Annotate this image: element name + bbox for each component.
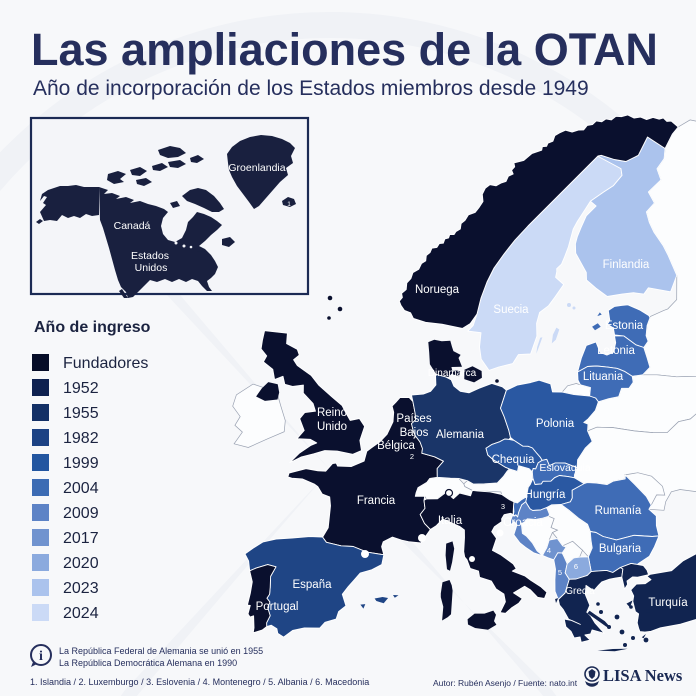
svg-text:Groenlandia: Groenlandia	[228, 162, 285, 174]
svg-text:3: 3	[501, 502, 505, 511]
svg-text:Eslovaquia: Eslovaquia	[539, 462, 591, 474]
svg-text:España: España	[292, 579, 332, 591]
svg-text:Grecia: Grecia	[565, 586, 595, 597]
svg-text:Bulgaria: Bulgaria	[599, 543, 642, 555]
svg-text:Croacia: Croacia	[503, 517, 543, 529]
svg-text:Reino: Reino	[317, 407, 347, 419]
svg-text:2: 2	[410, 452, 414, 461]
svg-text:Unidos: Unidos	[135, 262, 168, 274]
svg-text:4: 4	[547, 546, 551, 555]
svg-text:Chequia: Chequia	[492, 454, 535, 466]
svg-text:6: 6	[574, 562, 578, 571]
svg-text:Bélgica: Bélgica	[377, 440, 415, 452]
svg-text:Bajos: Bajos	[400, 427, 429, 439]
svg-text:Lituania: Lituania	[583, 371, 624, 383]
svg-text:Polonia: Polonia	[536, 418, 575, 430]
svg-text:Alemania: Alemania	[436, 429, 485, 441]
svg-text:Dinamarca: Dinamarca	[428, 368, 477, 379]
svg-text:Turquía: Turquía	[648, 597, 688, 609]
svg-text:Finlandia: Finlandia	[603, 259, 650, 271]
svg-text:Hungría: Hungría	[525, 489, 567, 501]
svg-text:Suecia: Suecia	[493, 304, 529, 316]
svg-text:5: 5	[558, 568, 562, 577]
svg-text:Italia: Italia	[438, 515, 463, 527]
svg-text:Francia: Francia	[357, 495, 396, 507]
svg-text:Estonia: Estonia	[605, 320, 644, 332]
svg-text:Portugal: Portugal	[256, 601, 299, 613]
svg-text:Canadá: Canadá	[114, 220, 151, 232]
svg-text:Estados: Estados	[131, 250, 169, 262]
svg-text:Noruega: Noruega	[415, 284, 460, 296]
svg-text:1: 1	[287, 201, 291, 208]
svg-text:Países: Países	[396, 413, 431, 425]
svg-text:Rumanía: Rumanía	[595, 505, 642, 517]
svg-text:Unido: Unido	[317, 421, 347, 433]
svg-text:Letonia: Letonia	[597, 345, 635, 357]
svg-text:LISA News: LISA News	[603, 666, 683, 685]
svg-text:i: i	[39, 649, 43, 664]
